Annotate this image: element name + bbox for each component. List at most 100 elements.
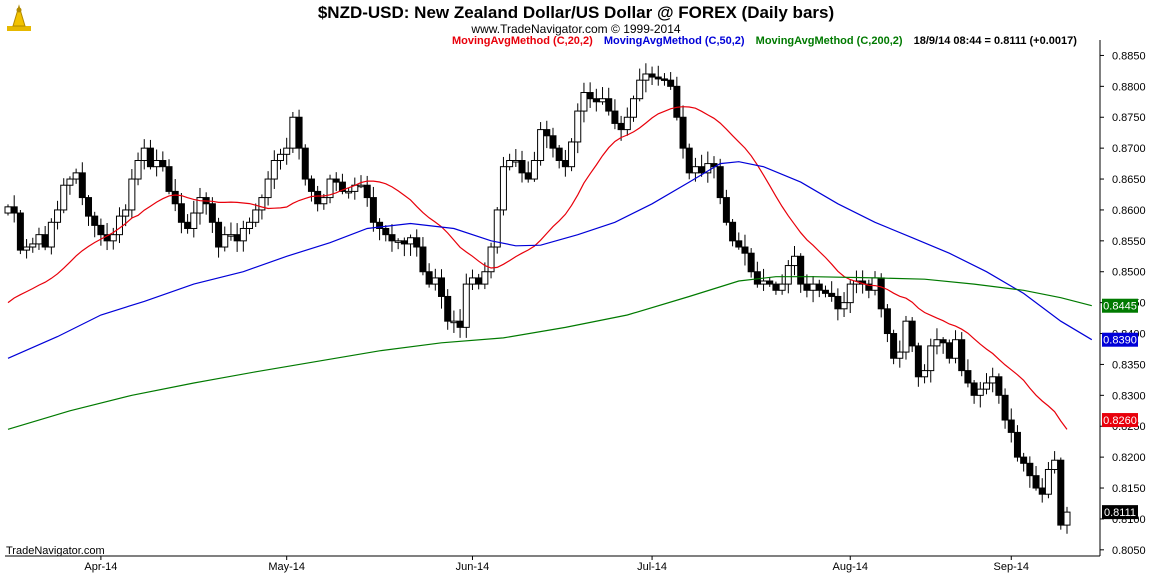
y-tick-label: 0.8150 bbox=[1112, 483, 1146, 495]
candle-body bbox=[940, 340, 946, 343]
candle-body bbox=[915, 346, 921, 377]
candle-body bbox=[265, 179, 271, 198]
brand-logo-icon bbox=[4, 4, 34, 34]
x-tick-label: Jun-14 bbox=[456, 561, 490, 573]
candle-body bbox=[600, 99, 606, 102]
candle-body bbox=[172, 191, 178, 203]
candle-body bbox=[983, 383, 989, 389]
candle-body bbox=[538, 130, 544, 161]
candle-body bbox=[321, 198, 327, 204]
candle-body bbox=[618, 123, 624, 129]
candle-body bbox=[432, 278, 438, 284]
candle-body bbox=[253, 210, 259, 222]
candle-body bbox=[674, 86, 680, 117]
brand-label: TradeNavigator.com bbox=[6, 545, 105, 557]
candle-body bbox=[302, 148, 308, 179]
y-tick-label: 0.8300 bbox=[1112, 390, 1146, 402]
candle-body bbox=[525, 173, 531, 179]
candle-body bbox=[178, 204, 184, 223]
candle-body bbox=[271, 161, 277, 180]
candle-body bbox=[1008, 420, 1014, 432]
candle-body bbox=[358, 185, 364, 187]
x-tick-label: Aug-14 bbox=[833, 561, 868, 573]
candle-body bbox=[668, 80, 674, 86]
candle-body bbox=[346, 191, 352, 193]
candle-body bbox=[116, 216, 122, 235]
candle-body bbox=[922, 371, 928, 377]
candle-body bbox=[296, 117, 302, 148]
candle-body bbox=[550, 136, 556, 148]
candle-body bbox=[761, 281, 767, 284]
y-tick-label: 0.8650 bbox=[1112, 174, 1146, 186]
candle-body bbox=[1064, 512, 1070, 525]
candle-body bbox=[773, 284, 779, 290]
candle-body bbox=[903, 321, 909, 352]
candle-body bbox=[277, 154, 283, 160]
candle-body bbox=[160, 161, 166, 167]
candle-body bbox=[643, 74, 649, 80]
candle-body bbox=[606, 99, 612, 111]
x-tick-label: May-14 bbox=[268, 561, 305, 573]
candle-body bbox=[247, 222, 253, 228]
candle-body bbox=[680, 117, 686, 148]
candle-body bbox=[234, 235, 240, 241]
candle-body bbox=[290, 117, 296, 148]
candle-body bbox=[742, 247, 748, 253]
candle-body bbox=[785, 266, 791, 285]
candle-body bbox=[408, 238, 414, 244]
candle-body bbox=[655, 77, 661, 79]
candle-body bbox=[996, 377, 1002, 396]
candle-body bbox=[240, 228, 246, 240]
candle-body bbox=[469, 278, 475, 284]
y-tick-label: 0.8750 bbox=[1112, 112, 1146, 124]
y-tick-label: 0.8800 bbox=[1112, 81, 1146, 93]
y-tick-label: 0.8050 bbox=[1112, 545, 1146, 557]
candle-body bbox=[878, 278, 884, 309]
candle-body bbox=[61, 185, 67, 210]
candle-body bbox=[123, 210, 129, 216]
candle-body bbox=[928, 346, 934, 371]
y-tick-label: 0.8350 bbox=[1112, 359, 1146, 371]
candle-body bbox=[562, 161, 568, 167]
candle-body bbox=[30, 244, 36, 247]
candle-body bbox=[730, 222, 736, 241]
candle-body bbox=[284, 148, 290, 154]
candle-body bbox=[1058, 460, 1064, 525]
candle-body bbox=[98, 225, 104, 234]
candle-body bbox=[587, 93, 593, 99]
candle-body bbox=[519, 161, 525, 173]
candle-body bbox=[841, 303, 847, 309]
candle-body bbox=[736, 241, 742, 247]
candle-body bbox=[953, 340, 959, 359]
y-tick-label: 0.8500 bbox=[1112, 267, 1146, 279]
candle-body bbox=[1033, 476, 1039, 488]
candle-body bbox=[383, 228, 389, 234]
candle-body bbox=[154, 161, 160, 167]
price-label-text: 0.8390 bbox=[1103, 335, 1137, 347]
candle-body bbox=[816, 284, 822, 290]
candle-body bbox=[389, 235, 395, 241]
candle-body bbox=[451, 321, 457, 323]
candle-body bbox=[129, 179, 135, 210]
candle-body bbox=[792, 256, 798, 265]
candle-body bbox=[965, 371, 971, 383]
candle-body bbox=[395, 241, 401, 243]
candle-body bbox=[1045, 469, 1051, 494]
candle-body bbox=[48, 222, 54, 247]
candle-body bbox=[748, 253, 754, 272]
candle-body bbox=[804, 284, 810, 290]
candle-body bbox=[11, 207, 17, 213]
candle-body bbox=[370, 198, 376, 223]
candle-body bbox=[5, 207, 11, 213]
candle-body bbox=[891, 334, 897, 359]
candle-body bbox=[909, 321, 915, 346]
candle-body bbox=[754, 272, 760, 284]
y-tick-label: 0.8700 bbox=[1112, 143, 1146, 155]
candle-body bbox=[426, 272, 432, 284]
candle-body bbox=[17, 213, 23, 250]
candle-body bbox=[1014, 432, 1020, 457]
candle-body bbox=[500, 167, 506, 210]
candle-body bbox=[897, 352, 903, 358]
candle-body bbox=[414, 238, 420, 247]
candle-body bbox=[147, 148, 153, 167]
